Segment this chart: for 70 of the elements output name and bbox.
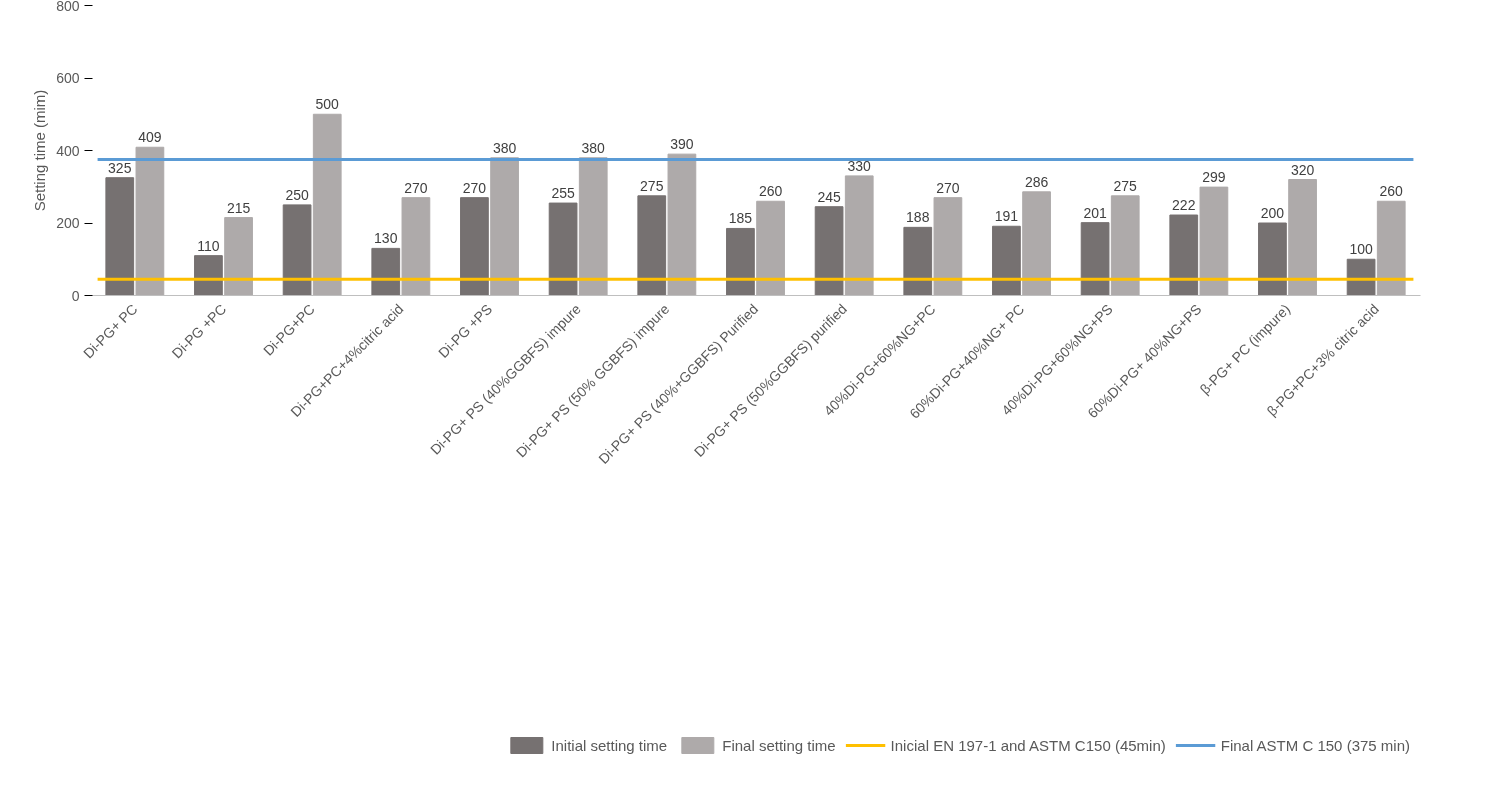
data-label: 500 (315, 96, 340, 113)
data-label: 245 (817, 188, 841, 205)
data-label: 275 (1113, 177, 1138, 194)
data-label: 215 (226, 199, 251, 216)
data-label: 275 (640, 177, 664, 194)
bar (1110, 195, 1140, 296)
bar (933, 197, 963, 296)
bar (726, 227, 755, 296)
bar (578, 157, 608, 296)
bar (371, 247, 401, 296)
data-label: 380 (581, 139, 606, 156)
bar (224, 217, 253, 296)
data-label: 255 (551, 185, 575, 202)
bar (194, 255, 223, 296)
bar (105, 177, 135, 296)
bar (1288, 179, 1317, 296)
bar (637, 195, 667, 296)
bar (548, 202, 578, 296)
y-tick-label: 800 (56, 0, 80, 14)
bar (312, 113, 342, 296)
bar (667, 153, 697, 296)
bar (1080, 222, 1110, 296)
data-label: 325 (108, 159, 132, 176)
bar (1346, 258, 1376, 296)
y-tick-label: 400 (56, 142, 80, 159)
bar (1376, 200, 1406, 296)
data-label: 330 (847, 157, 872, 174)
y-tick-label: 600 (56, 70, 80, 86)
data-label: 270 (462, 179, 487, 196)
data-label: 409 (138, 129, 162, 146)
data-label: 250 (285, 186, 309, 203)
data-label: 270 (936, 179, 960, 196)
data-label: 100 (1349, 241, 1373, 258)
legend-label: Final ASTM C 150 (375 min) (1220, 736, 1410, 754)
data-label: 260 (1379, 183, 1404, 200)
data-label: 191 (994, 208, 1019, 225)
bar (756, 200, 785, 296)
data-label: 201 (1083, 204, 1107, 221)
data-label: 260 (758, 183, 783, 200)
y-tick-label: 200 (56, 215, 80, 231)
bar (1258, 222, 1287, 296)
legend-label: Final setting time (722, 736, 836, 754)
bar (992, 225, 1021, 296)
y-tick-label: 0 (71, 287, 80, 304)
bar (903, 226, 933, 296)
bar (1169, 214, 1199, 296)
data-label: 222 (1172, 197, 1196, 214)
bar (1022, 191, 1051, 296)
data-label: 286 (1024, 173, 1049, 190)
data-label: 110 (197, 237, 220, 254)
data-label: 380 (492, 139, 517, 156)
bar (844, 175, 874, 296)
data-label: 390 (670, 136, 694, 153)
bar (490, 157, 519, 296)
bar (282, 204, 312, 296)
legend-label: Inicial EN 197-1 and ASTM C150 (45min) (890, 736, 1166, 754)
data-label: 130 (374, 230, 398, 247)
bar (1199, 186, 1229, 296)
data-label: 188 (906, 209, 930, 226)
legend-label: Initial setting time (551, 736, 668, 754)
data-label: 270 (404, 179, 428, 196)
bar (460, 197, 489, 296)
bar (401, 197, 431, 296)
y-axis-title: Setting time (mim) (31, 89, 49, 212)
bar (814, 206, 844, 296)
bar (135, 146, 165, 296)
data-label: 320 (1290, 161, 1315, 178)
data-label: 185 (728, 210, 753, 227)
data-label: 200 (1260, 205, 1285, 221)
data-label: 299 (1202, 169, 1226, 186)
